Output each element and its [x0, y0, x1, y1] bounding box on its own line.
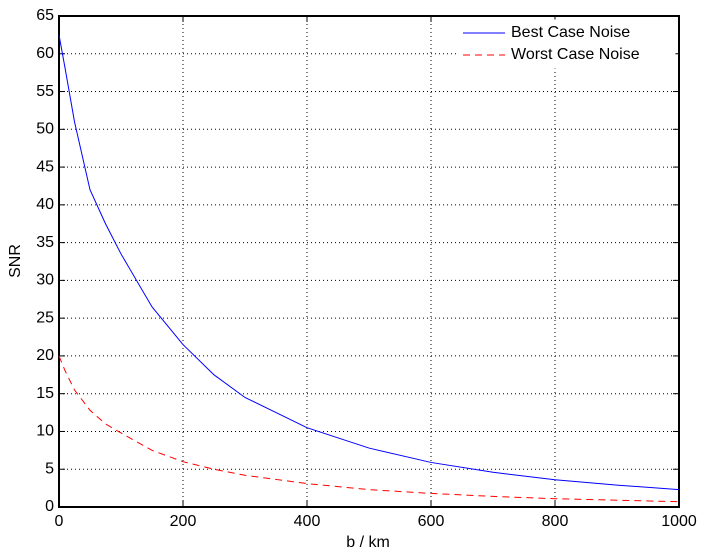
legend-label: Worst Case Noise — [511, 46, 640, 63]
series-line — [58, 34, 680, 491]
x-tick-label: 200 — [170, 513, 197, 530]
y-tick-label: 20 — [36, 347, 54, 364]
legend-label: Best Case Noise — [511, 24, 630, 41]
y-tick-label: 65 — [36, 7, 54, 24]
x-tick-label: 0 — [55, 513, 64, 530]
y-tick-label: 35 — [36, 234, 54, 251]
legend-box — [456, 19, 676, 69]
y-tick-label: 45 — [36, 158, 54, 175]
y-tick-label: 60 — [36, 45, 54, 62]
x-axis-label: b / km — [346, 534, 390, 551]
x-tick-label: 800 — [542, 513, 569, 530]
y-tick-label: 50 — [36, 121, 54, 138]
series-line — [58, 355, 680, 503]
plot-frame — [58, 15, 680, 508]
x-tick-label: 1000 — [661, 513, 697, 530]
y-tick-label: 30 — [36, 272, 54, 289]
y-tick-label: 25 — [36, 309, 54, 326]
y-tick-label: 15 — [36, 385, 54, 402]
y-tick-label: 40 — [36, 196, 54, 213]
y-axis-label: SNR — [7, 244, 24, 278]
y-tick-label: 0 — [45, 498, 54, 515]
y-tick-label: 5 — [45, 460, 54, 477]
x-tick-label: 400 — [294, 513, 321, 530]
y-tick-label: 55 — [36, 83, 54, 100]
y-tick-label: 10 — [36, 423, 54, 440]
x-tick-label: 600 — [418, 513, 445, 530]
